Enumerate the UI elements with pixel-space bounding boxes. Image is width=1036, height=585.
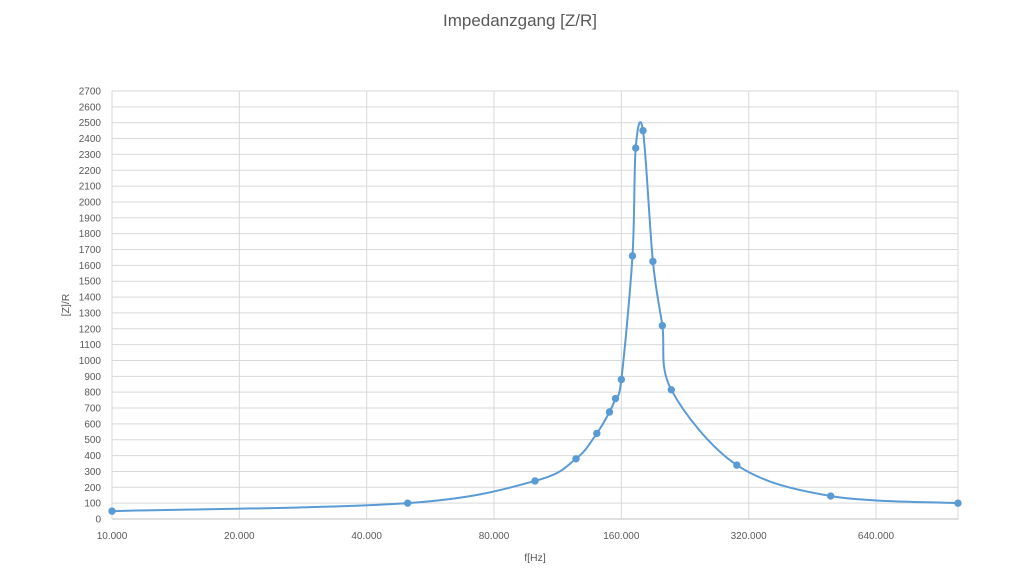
y-tick-label: 1300 — [79, 308, 102, 319]
data-point — [605, 408, 614, 416]
y-tick-label: 0 — [95, 515, 101, 526]
data-point — [611, 394, 620, 403]
y-tick-label: 1000 — [79, 356, 102, 367]
y-tick-label: 1400 — [79, 293, 102, 304]
data-point — [403, 499, 412, 507]
y-tick-label: 2000 — [79, 197, 102, 208]
x-tick-label: 640.000 — [858, 531, 895, 542]
y-tick-label: 100 — [84, 499, 101, 510]
data-point — [667, 386, 675, 394]
data-point — [733, 461, 741, 469]
y-tick-label: 1800 — [79, 229, 102, 240]
y-tick-label: 900 — [84, 372, 101, 383]
data-point — [954, 499, 962, 507]
x-tick-label: 320.000 — [731, 531, 768, 542]
data-point — [628, 252, 637, 260]
grid-layer — [112, 90, 959, 519]
y-tick-label: 2200 — [79, 166, 102, 177]
y-axis-label: [Z]/R — [60, 293, 72, 316]
y-tick-label: 1700 — [79, 245, 102, 256]
series-layer — [108, 121, 962, 515]
y-tick-label: 1100 — [79, 340, 101, 351]
y-tick-label: 1500 — [79, 277, 102, 288]
data-point — [108, 507, 116, 515]
x-tick-label: 160.000 — [603, 531, 640, 542]
y-tick-label: 2300 — [79, 150, 102, 161]
y-tick-label: 2500 — [79, 118, 102, 129]
y-tick-label: 700 — [84, 404, 101, 415]
y-tick-label: 1900 — [79, 213, 102, 224]
data-point — [531, 477, 539, 485]
data-point — [572, 455, 580, 463]
x-tick-label: 20.000 — [224, 531, 255, 542]
y-tick-label: 2400 — [79, 134, 102, 145]
y-tick-label: 600 — [84, 419, 101, 430]
data-point — [631, 144, 640, 152]
data-point — [826, 492, 835, 500]
y-tick-label: 2600 — [79, 102, 102, 113]
y-tick-label: 400 — [84, 451, 101, 462]
y-tick-label: 1600 — [79, 261, 102, 272]
y-tick-label: 2100 — [79, 182, 102, 193]
x-tick-labels: 10.000 20.000 40.000 80.000 160.000 320.000 64… — [97, 531, 895, 542]
y-tick-label: 300 — [84, 467, 101, 478]
x-tick-label: 80.000 — [479, 531, 510, 542]
chart-title: Impedanzgang [Z/R] — [443, 11, 597, 30]
y-tick-labels: 0 100 200 300 400 500 600 700 800 900 1000 1100 1200… — [79, 87, 102, 526]
y-tick-label: 1200 — [79, 324, 102, 335]
x-tick-label: 10.000 — [97, 531, 128, 542]
data-point — [658, 321, 667, 330]
y-tick-label: 800 — [84, 388, 101, 399]
y-tick-label: 200 — [84, 483, 101, 494]
axis-layer — [111, 91, 958, 520]
x-tick-label: 40.000 — [351, 531, 382, 542]
data-point — [593, 429, 601, 438]
y-tick-label: 2700 — [79, 87, 102, 98]
data-point — [649, 257, 657, 266]
data-point — [617, 375, 626, 384]
y-tick-label: 500 — [84, 435, 101, 446]
data-point — [639, 126, 647, 135]
x-axis-label: f[Hz] — [524, 552, 546, 564]
